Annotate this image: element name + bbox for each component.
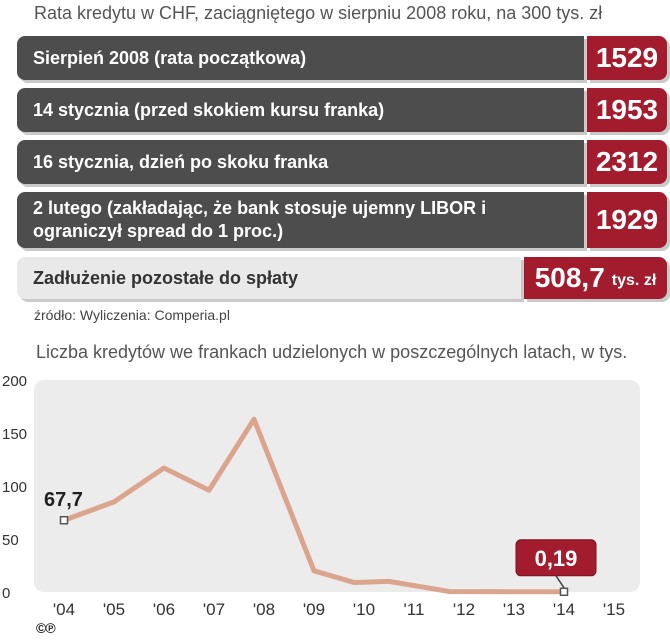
rate-row: Sierpień 2008 (rata początkowa) 1529 — [17, 36, 667, 80]
x-tick-label: '13 — [503, 600, 525, 619]
x-tick-label: '10 — [353, 600, 375, 619]
plot-background — [34, 380, 640, 592]
remaining-debt-unit: tys. zł — [611, 272, 657, 289]
x-tick-label: '07 — [203, 600, 225, 619]
rate-row-value: 1953 — [587, 88, 667, 132]
y-tick-label: 0 — [2, 585, 10, 602]
x-tick-label: '11 — [404, 600, 425, 619]
x-tick-label: '09 — [303, 600, 325, 619]
line-chart: 0 50 100 150 200 '04 '05 '06 '07 '08 '09 '10 '11 '12 '… — [2, 373, 640, 619]
rate-row-label: Sierpień 2008 (rata początkowa) — [17, 36, 584, 80]
annotation-end-label: 0,19 — [535, 546, 578, 571]
x-tick-label: '08 — [253, 600, 275, 619]
x-tick-label: '15 — [603, 600, 625, 619]
x-tick-label: '05 — [103, 600, 125, 619]
annotation-end-box — [515, 539, 597, 577]
y-tick-label: 50 — [2, 532, 19, 549]
data-point-marker — [559, 587, 569, 597]
rate-row-value: 1529 — [587, 36, 667, 80]
series-line — [61, 416, 567, 595]
rate-row-label: 16 stycznia, dzień po skoku franka — [17, 140, 584, 184]
rate-row-label: 2 lutego (zakładając, że bank stosuje uj… — [17, 192, 584, 248]
x-tick-label: '06 — [153, 600, 175, 619]
x-tick-label: '12 — [453, 600, 475, 619]
rate-row-label: 14 stycznia (przed skokiem kursu franka) — [17, 88, 584, 132]
data-point-marker — [59, 515, 69, 525]
y-tick-label: 200 — [2, 373, 27, 390]
y-tick-label: 100 — [2, 479, 27, 496]
line-chart-title: Liczba kredytów we frankach udzielonych … — [36, 342, 628, 362]
rate-row-value: 2312 — [587, 140, 667, 184]
rate-row: 16 stycznia, dzień po skoku franka 2312 — [17, 140, 667, 184]
y-tick-label: 150 — [2, 426, 27, 443]
source-note: źródło: Wyliczenia: Comperia.pl — [34, 307, 230, 323]
x-tick-label: '04 — [53, 600, 75, 619]
rate-row: 2 lutego (zakładając, że bank stosuje uj… — [17, 192, 667, 248]
rate-row-value: 1929 — [587, 192, 667, 248]
remaining-debt-value: 508,7 — [534, 262, 605, 293]
x-tick-label: '14 — [553, 600, 575, 619]
rate-row: 14 stycznia (przed skokiem kursu franka)… — [17, 88, 667, 132]
annotation-start-label: 67,7 — [44, 489, 83, 511]
annotation-end-pointer — [555, 575, 565, 589]
remaining-debt-row: Zadłużenie pozostałe do spłaty 508,7 tys… — [17, 257, 667, 299]
remaining-debt-value-box: 508,7 tys. zł — [524, 257, 667, 299]
top-chart-title: Rata kredytu w CHF, zaciągniętego w sier… — [34, 3, 603, 23]
copyright-icon: ©℗ — [36, 620, 56, 636]
remaining-debt-label: Zadłużenie pozostałe do spłaty — [17, 257, 521, 299]
